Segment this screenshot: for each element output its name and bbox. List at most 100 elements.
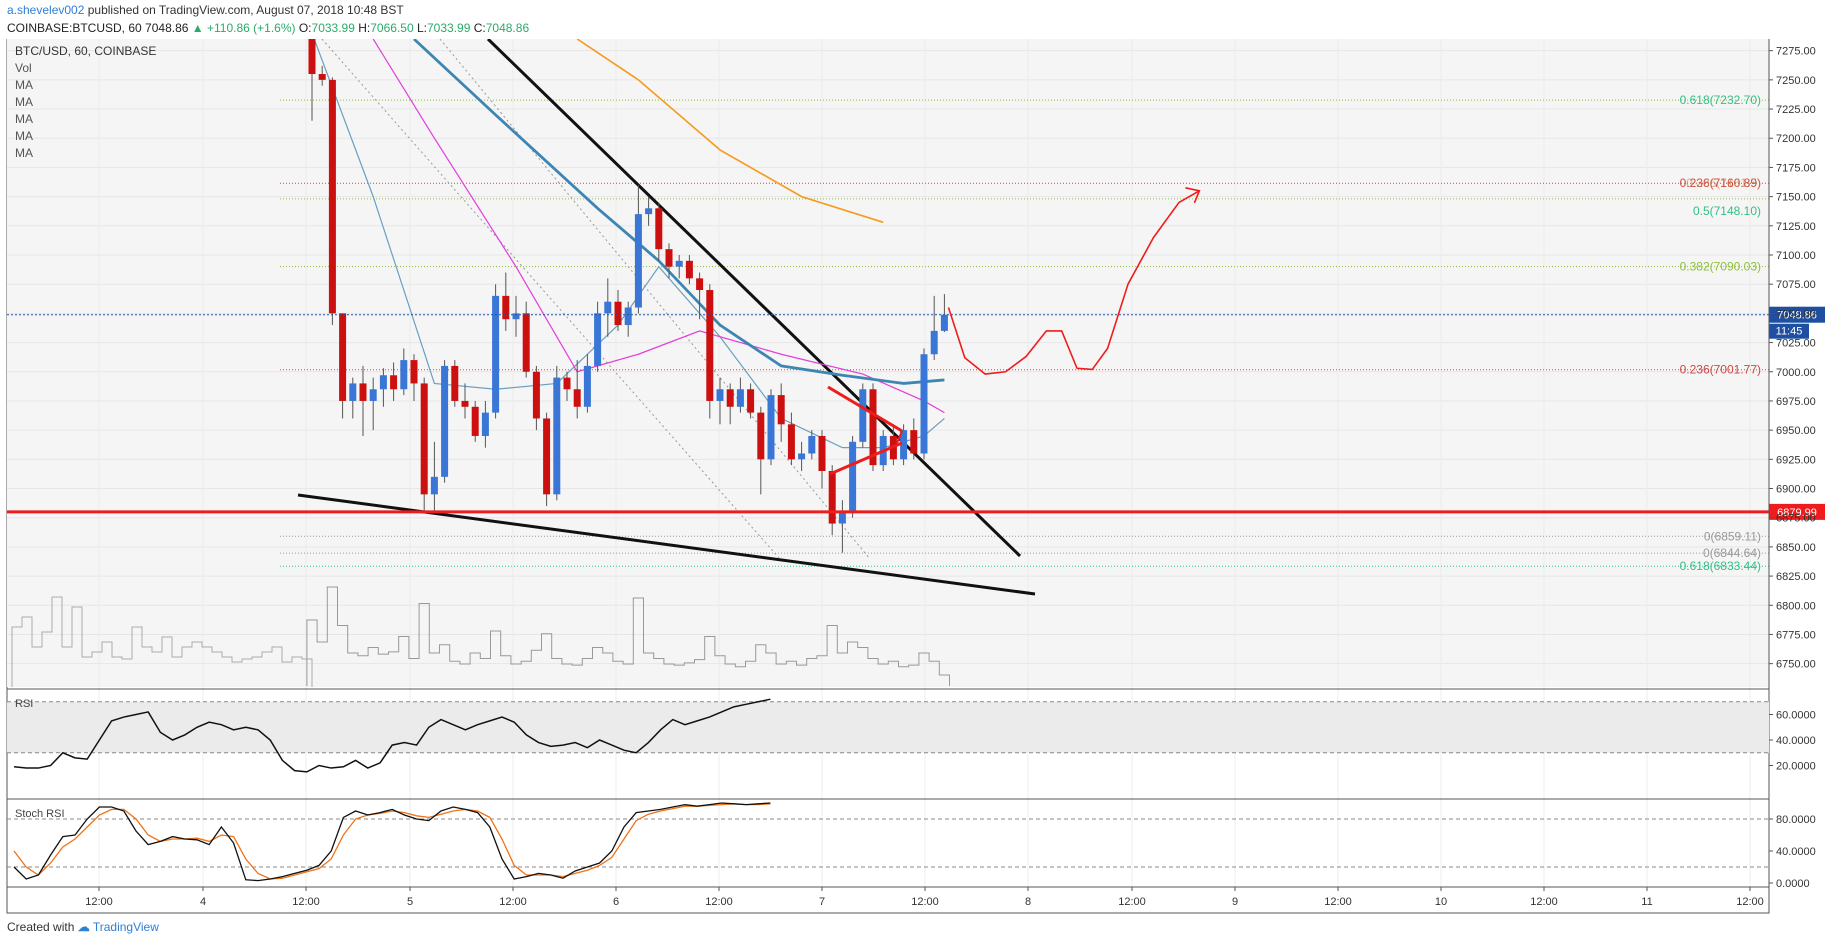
price-tick-label: 6950.00	[1776, 425, 1816, 437]
candle-body	[492, 295, 500, 413]
symbol-label: COINBASE:BTCUSD, 60	[7, 21, 142, 35]
low-label: L:	[416, 21, 427, 35]
stoch-tick-label: 40.0000	[1776, 846, 1816, 858]
candle-body	[379, 375, 387, 390]
candle-body	[747, 389, 755, 413]
candle-body	[543, 418, 551, 495]
price-tick-label: 6850.00	[1776, 542, 1816, 554]
legend-item: MA	[15, 129, 33, 143]
time-tick-label: 12:00	[1324, 896, 1352, 908]
countdown-value: 11:45	[1776, 326, 1803, 338]
fib-label: 0.5(7148.10)	[1693, 204, 1761, 218]
rsi-pane[interactable]: RSI 60.0000 40.0000 20.0000	[7, 688, 1816, 773]
time-tick-label: 5	[407, 896, 413, 908]
footer: Created with ☁ TradingView	[7, 920, 159, 934]
candle-body	[308, 39, 316, 75]
tradingview-link[interactable]: TradingView	[92, 920, 159, 934]
candle-body	[461, 400, 469, 407]
candle-body	[512, 313, 520, 320]
stoch-k-line	[13, 802, 771, 882]
price-tick-label: 6900.00	[1776, 484, 1816, 496]
fib-label: 0.236(7001.77)	[1680, 363, 1761, 377]
volume-histogram	[306, 586, 950, 686]
stoch-d-line	[13, 803, 771, 880]
candle-body	[604, 301, 612, 314]
price-chart[interactable]: 0.618(7232.70) 0.236(7160.89) 0.5(7148.10)…	[0, 39, 1828, 914]
candle-body	[920, 354, 928, 454]
close-label: C:	[473, 21, 486, 35]
volume-bars	[11, 586, 950, 687]
time-tick-label: 12:00	[499, 896, 527, 908]
price-tick-label: 6875.00	[1776, 513, 1816, 525]
fib-levels: 0.618(7232.70) 0.236(7160.89) 0.5(7148.10)…	[280, 93, 1769, 573]
candle-body	[532, 371, 540, 419]
fib-overlap-label: 0.236(7161.5)	[1686, 176, 1761, 190]
ma-orange-line	[576, 39, 884, 224]
candle-body	[685, 260, 693, 279]
price-tick-label: 7275.00	[1776, 46, 1816, 58]
price-tick-label: 7150.00	[1776, 192, 1816, 204]
fib-label: 0.618(6833.44)	[1680, 559, 1761, 573]
stoch-rsi-label: Stoch RSI	[15, 808, 65, 820]
price-tick-label: 7075.00	[1776, 279, 1816, 291]
time-axis[interactable]: 12:00 4 12:00 5 12:00 6 12:00 7 12:00 8 12:00 9 12:0…	[7, 886, 1769, 908]
stoch-rsi-pane[interactable]: Stoch RSI 80.0000 40.0000 0.0000	[7, 798, 1816, 890]
time-tick-label: 11	[1641, 896, 1652, 908]
legend-item: MA	[15, 95, 33, 109]
fib-label: 0.382(7090.03)	[1680, 260, 1761, 274]
rsi-line	[13, 698, 771, 773]
candle-body	[328, 79, 336, 314]
candle-body	[594, 313, 602, 366]
price-tick-label: 6775.00	[1776, 629, 1816, 641]
price-tick-label: 6925.00	[1776, 454, 1816, 466]
candle-body	[706, 290, 714, 401]
rsi-tick-label: 40.0000	[1776, 735, 1816, 747]
low-value: 7033.99	[427, 21, 471, 35]
price-tick-label: 7200.00	[1776, 133, 1816, 145]
legend-item: Vol	[15, 61, 32, 75]
time-tick-label: 6	[613, 896, 619, 908]
price-tick-label: 7025.00	[1776, 338, 1816, 350]
created-with-label: Created with	[7, 920, 75, 934]
candle-body	[420, 383, 428, 495]
candle-body	[696, 278, 704, 291]
stoch-tick-label: 80.0000	[1776, 814, 1816, 826]
candle-body	[553, 377, 561, 495]
candle-body	[471, 406, 479, 436]
price-tick-label: 7225.00	[1776, 104, 1816, 116]
last-price: 7048.86	[145, 21, 189, 35]
candle-body	[634, 214, 642, 308]
candle-body	[349, 383, 357, 401]
candle-body	[930, 330, 938, 355]
candle-body	[767, 395, 775, 460]
price-change: ▲ +110.86 (+1.6%)	[191, 21, 296, 35]
fib-label: 0(6844.64)	[1703, 546, 1761, 560]
candle-body	[481, 412, 489, 436]
price-tick-label: 6800.00	[1776, 600, 1816, 612]
time-tick-label: 8	[1025, 896, 1031, 908]
time-tick-label: 10	[1435, 896, 1447, 908]
candle-body	[359, 383, 367, 401]
forecast-arrow	[947, 187, 1201, 375]
price-tick-label: 7125.00	[1776, 221, 1816, 233]
candle-body	[665, 249, 673, 267]
candle-body	[900, 430, 908, 460]
open-value: 7033.99	[311, 21, 355, 35]
candle-body	[838, 511, 846, 524]
ma-blue-line	[413, 39, 945, 385]
countdown-tag	[1769, 323, 1809, 339]
open-label: O:	[298, 21, 312, 35]
price-tick-label: 6975.00	[1776, 396, 1816, 408]
rsi-tick-label: 60.0000	[1776, 710, 1816, 722]
candle-body	[675, 260, 683, 267]
author-link[interactable]: a.shevelev002	[7, 3, 85, 17]
candle-body	[430, 476, 438, 495]
candle-body	[339, 313, 347, 401]
last-price-tag	[1769, 306, 1825, 323]
candle-body	[502, 295, 510, 320]
dotted-channel-1	[321, 39, 781, 560]
rsi-tick-label: 20.0000	[1776, 761, 1816, 773]
time-tick-label: 4	[200, 896, 206, 908]
legend-item: MA	[15, 112, 33, 126]
candle-body	[757, 412, 765, 460]
